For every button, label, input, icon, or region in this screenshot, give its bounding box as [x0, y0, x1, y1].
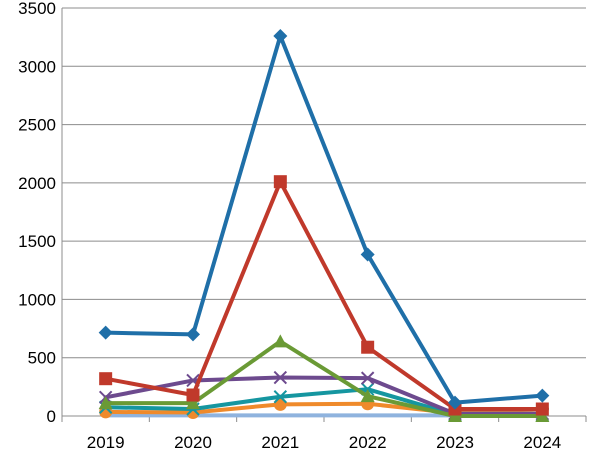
data-point	[360, 371, 375, 385]
data-point	[186, 388, 200, 402]
series-line	[103, 33, 545, 405]
series-line	[103, 375, 545, 416]
x-tick-label: 2021	[261, 433, 299, 452]
data-point	[186, 327, 200, 342]
y-tick-label: 3000	[18, 57, 56, 76]
y-tick-label: 1500	[18, 232, 56, 251]
x-tick-label: 2019	[87, 433, 125, 452]
x-tick-label: 2023	[436, 433, 474, 452]
data-point	[186, 396, 200, 410]
data-point	[99, 372, 113, 386]
data-point	[98, 396, 113, 410]
series-layer	[98, 28, 550, 422]
data-point	[361, 340, 375, 354]
series-line	[103, 179, 545, 412]
data-point	[448, 395, 462, 410]
y-tick-label: 500	[28, 349, 56, 368]
data-point	[273, 370, 288, 385]
axis-layer: 0 500 1000 1500 2000 2500 3000 3500 2019 2020 2021…	[18, 0, 587, 452]
data-point	[273, 334, 288, 348]
x-tick-label: 2024	[523, 433, 561, 452]
y-tick-label: 3500	[18, 0, 56, 18]
series-2	[99, 175, 549, 416]
data-point	[98, 325, 113, 340]
series-line	[103, 339, 545, 418]
y-tick-label: 2000	[18, 174, 56, 193]
data-point	[535, 402, 549, 416]
grid-layer	[62, 7, 586, 359]
data-point	[273, 390, 288, 404]
data-point	[360, 389, 375, 403]
x-tick-label: 2022	[349, 433, 387, 452]
data-point	[273, 175, 287, 189]
x-tick-label: 2020	[174, 433, 212, 452]
data-point	[273, 28, 288, 43]
y-tick-label: 2500	[18, 116, 56, 135]
data-point	[535, 388, 550, 403]
y-tick-label: 0	[47, 407, 56, 426]
series-1	[98, 28, 550, 410]
data-point	[360, 247, 375, 262]
data-point	[273, 397, 287, 411]
y-tick-label: 1000	[18, 290, 56, 309]
